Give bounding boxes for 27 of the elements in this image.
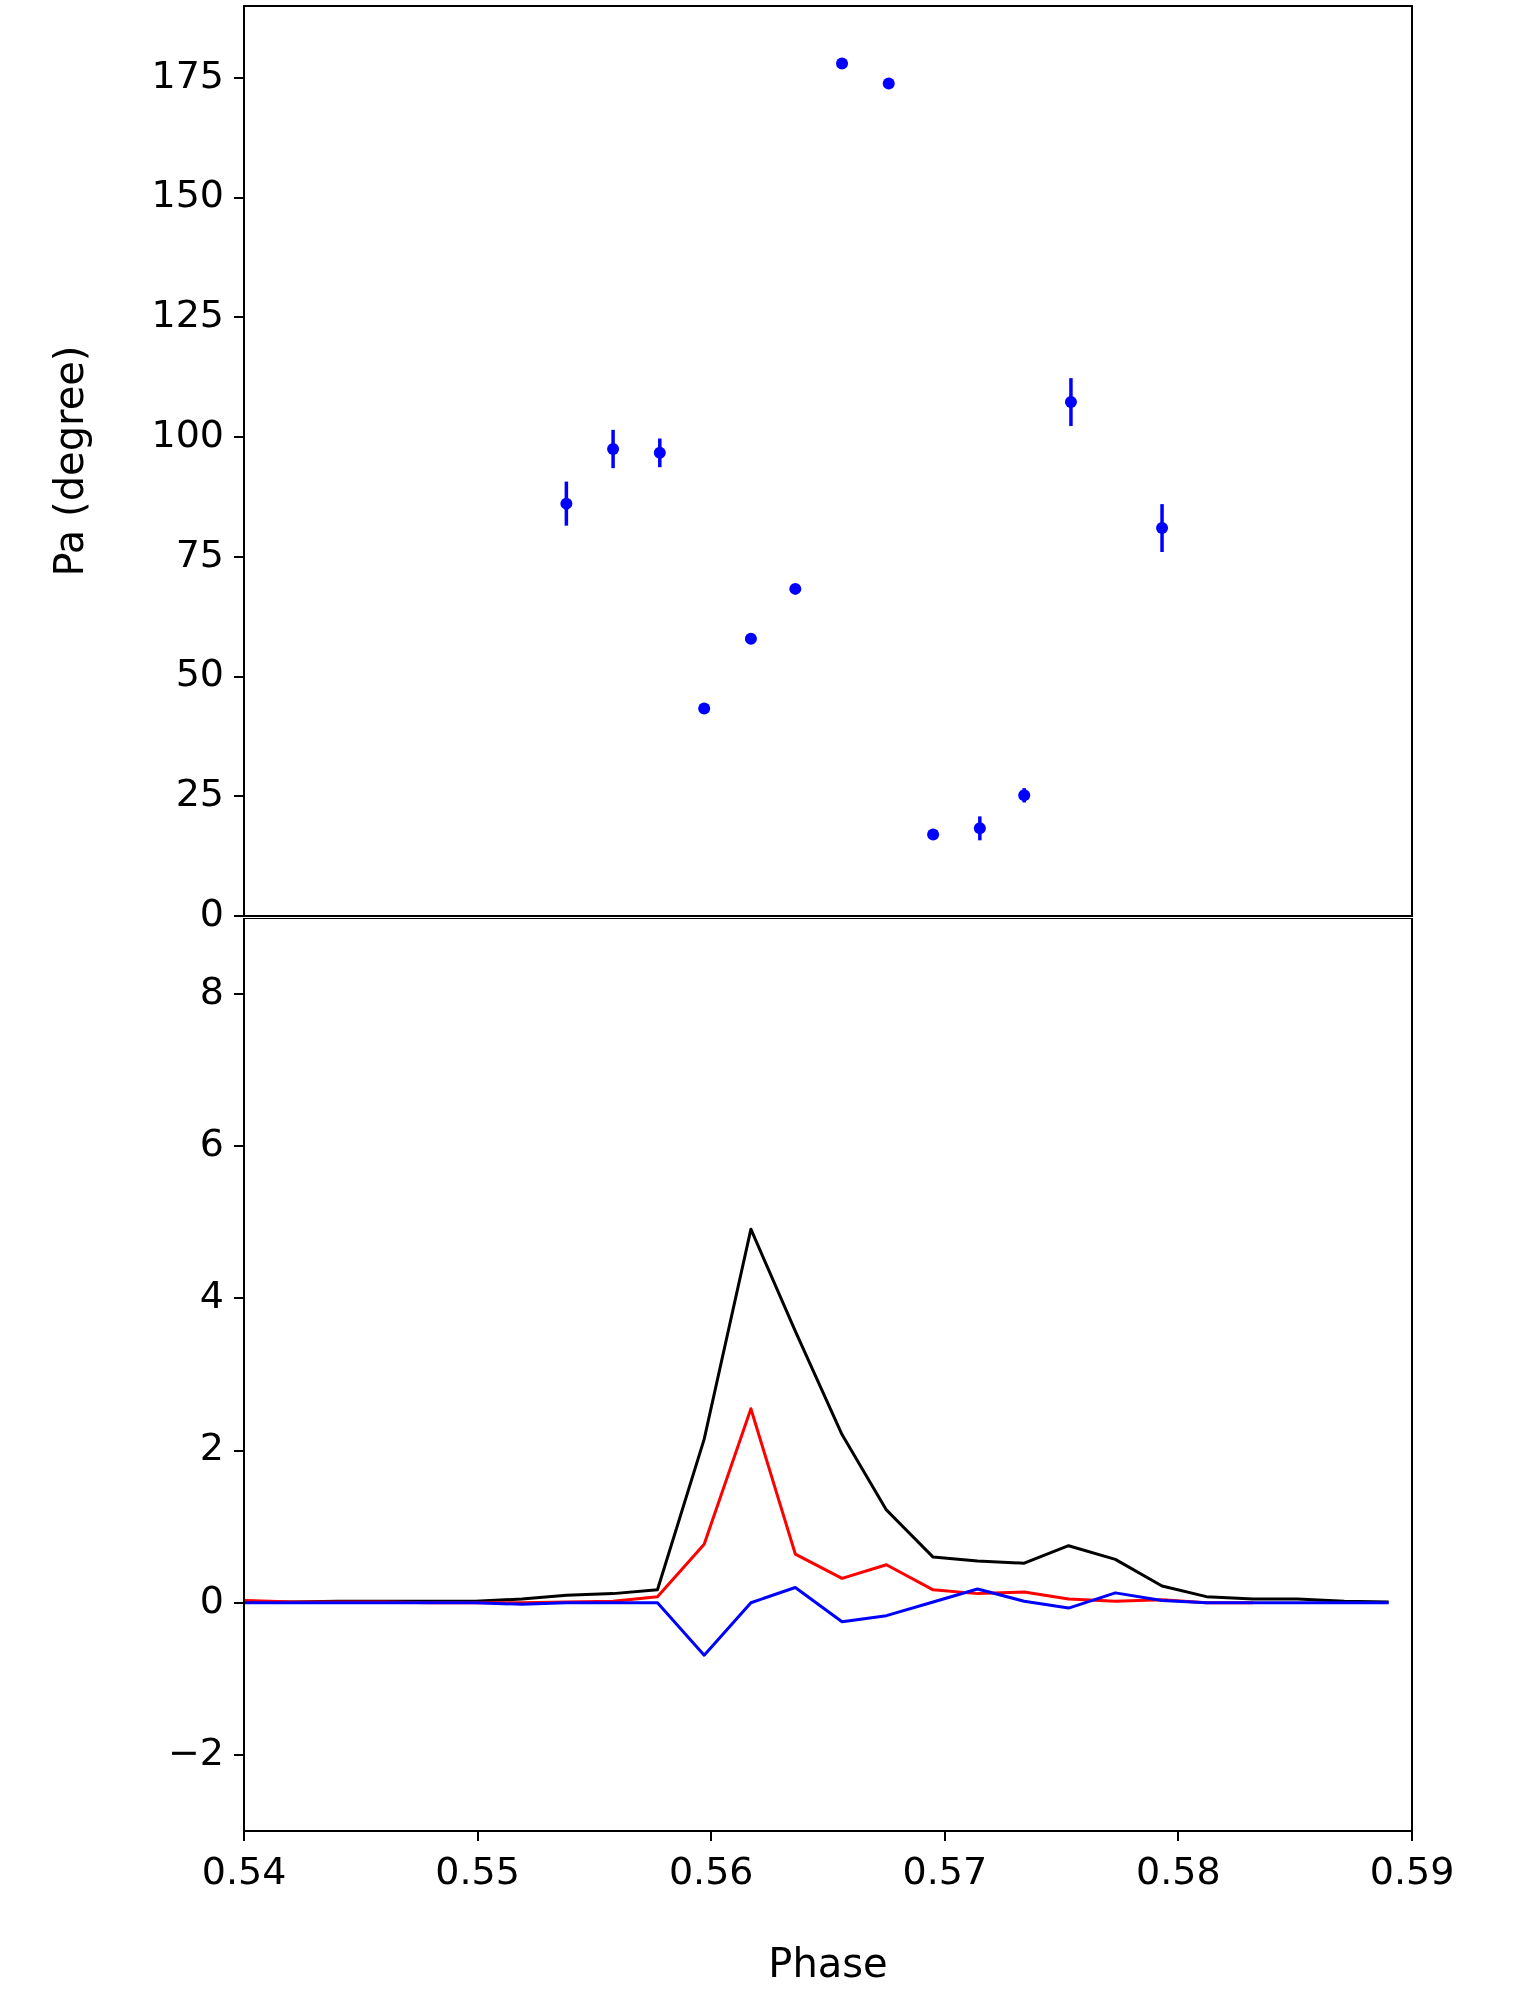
point [789, 582, 802, 595]
y-tick-label: 25 [175, 771, 224, 816]
x-tick-label: 0.59 [1369, 1848, 1455, 1893]
x-tick-label: 0.58 [1136, 1848, 1221, 1893]
x-tick-label: 0.57 [902, 1848, 988, 1893]
y-tick-label: 2 [199, 1425, 224, 1470]
y-axis-title: Pa (degree) [46, 345, 93, 577]
point [744, 632, 757, 645]
x-axis-title: Phase [768, 1940, 888, 1987]
x-tick-label: 0.54 [201, 1848, 287, 1893]
point [836, 57, 849, 70]
x-tick-label: 0.55 [435, 1848, 520, 1893]
y-tick-label: 4 [199, 1273, 224, 1318]
y-tick-label: 6 [199, 1121, 224, 1166]
y-tick-label: 175 [151, 52, 224, 97]
point [698, 702, 711, 715]
y-tick-label: 0 [199, 890, 224, 935]
y-tick-label: 0 [199, 1577, 224, 1622]
y-tick-label: 150 [151, 172, 224, 217]
y-tick-label: 8 [199, 968, 224, 1013]
y-tick-label: 125 [151, 292, 224, 337]
y-tick-label: 75 [175, 531, 224, 576]
y-tick-label: 50 [175, 651, 224, 696]
y-tick-label: −2 [167, 1729, 224, 1774]
point [882, 77, 895, 90]
x-tick-label: 0.56 [668, 1848, 754, 1893]
y-tick-label: 100 [151, 411, 224, 456]
